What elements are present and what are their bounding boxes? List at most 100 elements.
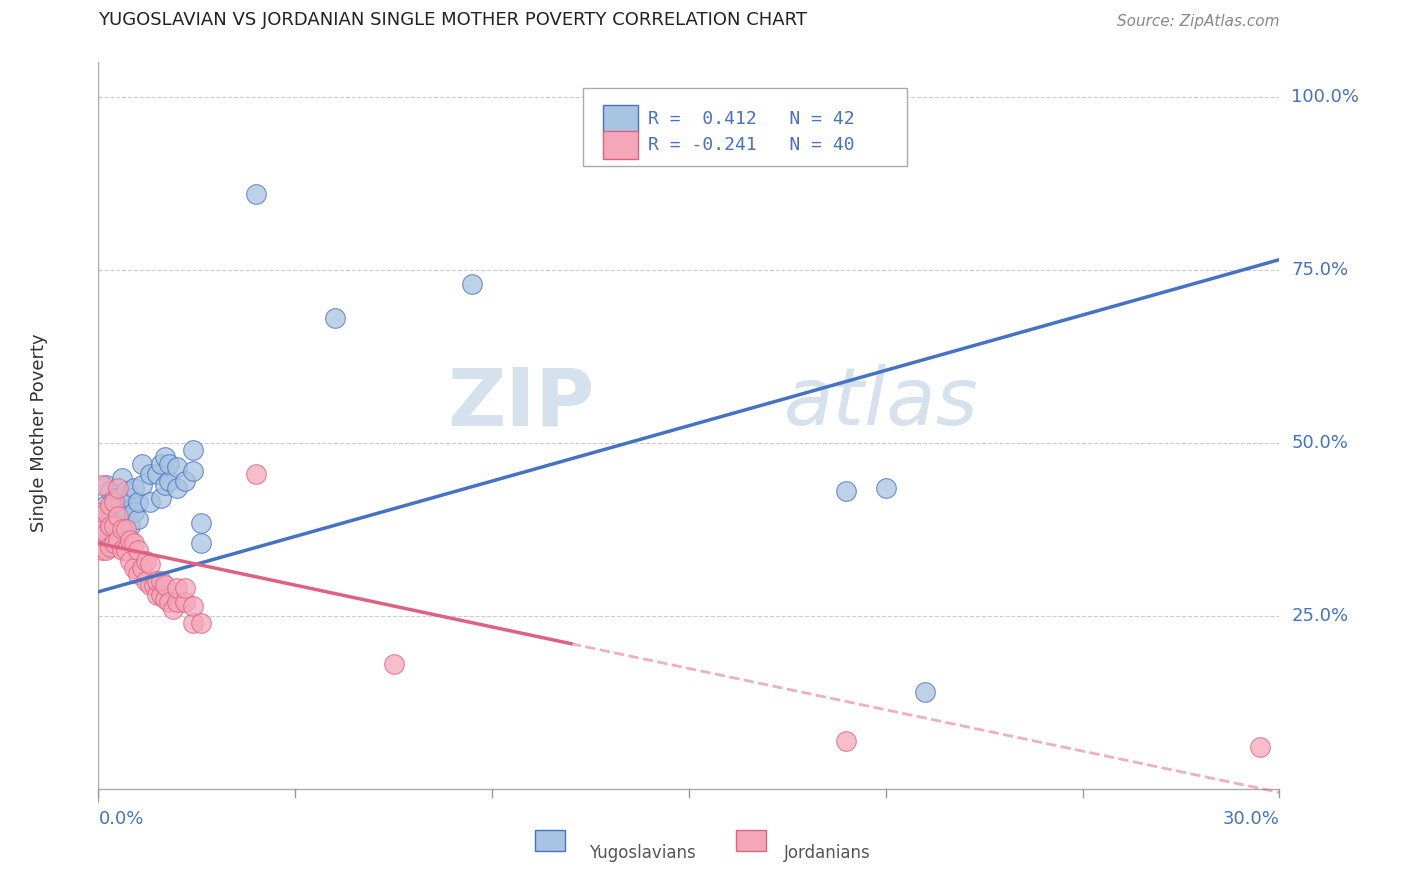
Point (111, 470, 134, 484)
Point (150, 588, 173, 602)
Point (190, 536, 212, 550)
Point (103, 533, 125, 547)
Point (142, 578, 165, 592)
Text: 75.0%: 75.0% (1291, 261, 1348, 279)
Text: Yugoslavians: Yugoslavians (589, 844, 696, 862)
Point (98, 536, 121, 550)
Point (245, 467, 267, 482)
Point (174, 595, 197, 609)
Point (91, 536, 114, 550)
Bar (603, 104, 638, 133)
Point (162, 602, 184, 616)
Point (157, 474, 180, 488)
FancyBboxPatch shape (582, 88, 907, 166)
Point (150, 574, 173, 589)
Text: R = -0.241   N = 40: R = -0.241 N = 40 (648, 136, 855, 153)
Point (138, 578, 160, 592)
Point (103, 491, 125, 506)
Point (146, 588, 169, 602)
Point (98, 498, 121, 512)
Point (103, 519, 125, 533)
Point (127, 512, 149, 526)
Point (111, 523, 134, 537)
Point (166, 582, 188, 596)
Point (118, 491, 141, 506)
Point (150, 457, 173, 471)
Point (115, 543, 138, 558)
Bar (603, 131, 638, 159)
Point (146, 467, 169, 482)
Point (111, 498, 134, 512)
Point (155, 477, 177, 491)
Point (96, 477, 118, 491)
Point (107, 491, 129, 506)
Point (96, 525, 118, 540)
Point (131, 560, 153, 574)
Point (190, 516, 212, 530)
Point (875, 481, 897, 495)
Point (157, 595, 180, 609)
Point (155, 578, 177, 592)
Text: 25.0%: 25.0% (1291, 607, 1348, 625)
Point (166, 595, 188, 609)
Point (115, 505, 138, 519)
Point (174, 582, 197, 596)
Point (138, 467, 160, 482)
Point (118, 554, 141, 568)
Point (122, 560, 145, 574)
Point (107, 529, 129, 543)
Point (835, 484, 858, 499)
Point (107, 508, 129, 523)
Point (166, 460, 188, 475)
Point (122, 481, 145, 495)
Point (181, 599, 204, 613)
Text: Jordanians: Jordanians (783, 844, 870, 862)
Point (98, 540, 121, 554)
Point (127, 543, 149, 558)
Point (98, 505, 121, 519)
Text: Source: ZipAtlas.com: Source: ZipAtlas.com (1116, 14, 1279, 29)
Point (118, 519, 141, 533)
Text: Single Mother Poverty: Single Mother Poverty (31, 334, 48, 532)
Point (127, 567, 149, 582)
Point (155, 450, 177, 464)
Text: 50.0%: 50.0% (1291, 434, 1348, 452)
Point (131, 457, 153, 471)
Point (103, 495, 125, 509)
Point (382, 657, 405, 672)
Point (115, 523, 138, 537)
Point (118, 533, 141, 547)
Point (103, 536, 125, 550)
Point (107, 533, 129, 547)
Text: R =  0.412   N = 42: R = 0.412 N = 42 (648, 110, 855, 128)
Point (96, 543, 118, 558)
Point (914, 685, 936, 699)
Point (91, 523, 114, 537)
Point (181, 615, 204, 630)
Text: atlas: atlas (783, 364, 979, 442)
Text: YUGOSLAVIAN VS JORDANIAN SINGLE MOTHER POVERTY CORRELATION CHART: YUGOSLAVIAN VS JORDANIAN SINGLE MOTHER P… (98, 11, 807, 29)
Text: 100.0%: 100.0% (1291, 88, 1360, 106)
Point (96, 498, 118, 512)
Point (135, 574, 157, 589)
Point (181, 442, 204, 457)
Point (122, 505, 145, 519)
Point (131, 477, 153, 491)
Point (107, 481, 129, 495)
Point (245, 186, 267, 201)
Point (155, 591, 177, 606)
Point (107, 512, 129, 526)
Point (111, 543, 134, 558)
Point (166, 481, 188, 495)
Point (111, 519, 134, 533)
Point (461, 277, 484, 291)
Text: 30.0%: 30.0% (1223, 810, 1279, 828)
Point (127, 495, 149, 509)
Point (138, 557, 160, 571)
Bar (536, 830, 565, 851)
Point (115, 484, 138, 499)
Point (91, 505, 114, 519)
Point (96, 505, 118, 519)
Point (98, 484, 121, 499)
Point (181, 464, 204, 478)
